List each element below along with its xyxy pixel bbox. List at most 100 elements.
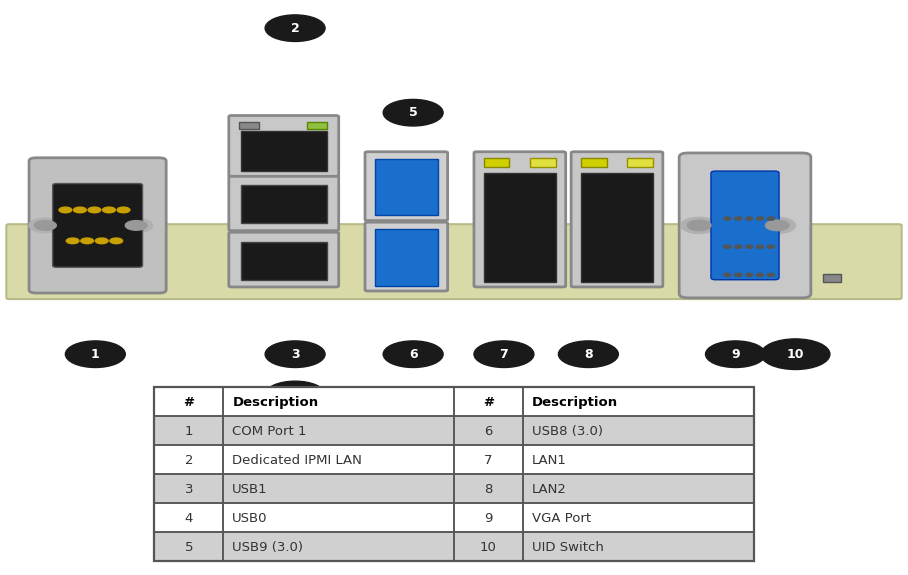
Text: Description: Description — [232, 396, 319, 409]
Circle shape — [745, 245, 753, 248]
Text: 3: 3 — [184, 482, 193, 496]
Circle shape — [761, 339, 830, 370]
FancyBboxPatch shape — [711, 171, 779, 280]
FancyBboxPatch shape — [29, 158, 166, 293]
Bar — [154, 416, 223, 445]
Text: 8: 8 — [484, 482, 493, 496]
Text: LAN2: LAN2 — [532, 482, 567, 496]
Bar — [241, 185, 327, 223]
Text: USB1: USB1 — [232, 482, 268, 496]
Circle shape — [265, 341, 325, 367]
Circle shape — [724, 245, 731, 248]
Bar — [627, 158, 653, 167]
Bar — [223, 416, 454, 445]
Bar — [241, 242, 327, 280]
FancyBboxPatch shape — [571, 152, 663, 287]
FancyBboxPatch shape — [229, 232, 339, 287]
Bar — [523, 503, 754, 532]
Circle shape — [95, 238, 108, 244]
Text: Dedicated IPMI LAN: Dedicated IPMI LAN — [232, 454, 362, 467]
Circle shape — [767, 245, 775, 248]
Bar — [154, 416, 754, 445]
Text: 9: 9 — [484, 512, 493, 524]
Text: 7: 7 — [484, 454, 493, 467]
Circle shape — [265, 15, 325, 41]
Bar — [307, 121, 327, 129]
Bar — [375, 159, 438, 215]
Circle shape — [706, 341, 765, 367]
Text: Description: Description — [532, 396, 618, 409]
Bar — [823, 274, 841, 282]
Text: 3: 3 — [291, 348, 300, 361]
Bar — [154, 388, 754, 561]
FancyBboxPatch shape — [365, 152, 448, 221]
Circle shape — [724, 273, 731, 277]
Circle shape — [103, 207, 115, 213]
Text: COM Port 1: COM Port 1 — [232, 425, 307, 438]
Bar — [523, 474, 754, 503]
Bar — [154, 474, 754, 503]
Bar — [223, 445, 454, 474]
Circle shape — [687, 220, 711, 231]
Bar — [154, 532, 223, 561]
Bar — [454, 474, 523, 503]
Circle shape — [35, 221, 56, 230]
Bar — [530, 158, 556, 167]
Circle shape — [383, 341, 443, 367]
Text: #: # — [483, 396, 494, 409]
FancyBboxPatch shape — [53, 183, 143, 267]
Circle shape — [65, 341, 125, 367]
Bar — [454, 416, 523, 445]
Circle shape — [74, 207, 86, 213]
Circle shape — [383, 99, 443, 126]
Bar — [454, 388, 523, 416]
Circle shape — [558, 341, 618, 367]
Circle shape — [88, 207, 101, 213]
Bar — [154, 445, 754, 474]
Bar — [154, 503, 754, 532]
Circle shape — [474, 341, 534, 367]
Bar — [154, 388, 223, 416]
Bar — [154, 445, 223, 474]
Bar — [154, 388, 754, 416]
Circle shape — [681, 217, 717, 233]
Text: 10: 10 — [786, 348, 804, 361]
Bar — [154, 503, 223, 532]
Text: USB8 (3.0): USB8 (3.0) — [532, 425, 603, 438]
Text: 6: 6 — [484, 425, 493, 438]
Circle shape — [66, 238, 79, 244]
FancyBboxPatch shape — [474, 152, 566, 287]
Circle shape — [735, 217, 742, 220]
Text: 4: 4 — [184, 512, 193, 524]
Text: 5: 5 — [409, 106, 418, 119]
Text: 5: 5 — [184, 540, 193, 554]
Bar — [523, 532, 754, 561]
Bar — [241, 131, 327, 171]
Bar — [454, 445, 523, 474]
Text: LAN1: LAN1 — [532, 454, 567, 467]
Bar — [154, 474, 223, 503]
Bar — [484, 173, 556, 282]
Text: 1: 1 — [184, 425, 193, 438]
Bar — [223, 532, 454, 561]
Bar — [154, 532, 754, 561]
Circle shape — [117, 207, 130, 213]
Circle shape — [110, 238, 123, 244]
Circle shape — [759, 217, 795, 233]
Text: 10: 10 — [480, 540, 497, 554]
FancyBboxPatch shape — [229, 176, 339, 231]
Bar — [239, 121, 259, 129]
Circle shape — [765, 220, 789, 231]
FancyBboxPatch shape — [229, 116, 339, 177]
Bar — [223, 388, 454, 416]
Circle shape — [29, 218, 62, 233]
Text: 8: 8 — [584, 348, 593, 361]
Circle shape — [756, 273, 764, 277]
Text: #: # — [183, 396, 194, 409]
Text: 7: 7 — [499, 348, 508, 361]
Circle shape — [767, 217, 775, 220]
Circle shape — [724, 217, 731, 220]
FancyBboxPatch shape — [6, 224, 902, 299]
Bar — [484, 158, 509, 167]
Circle shape — [125, 221, 147, 230]
